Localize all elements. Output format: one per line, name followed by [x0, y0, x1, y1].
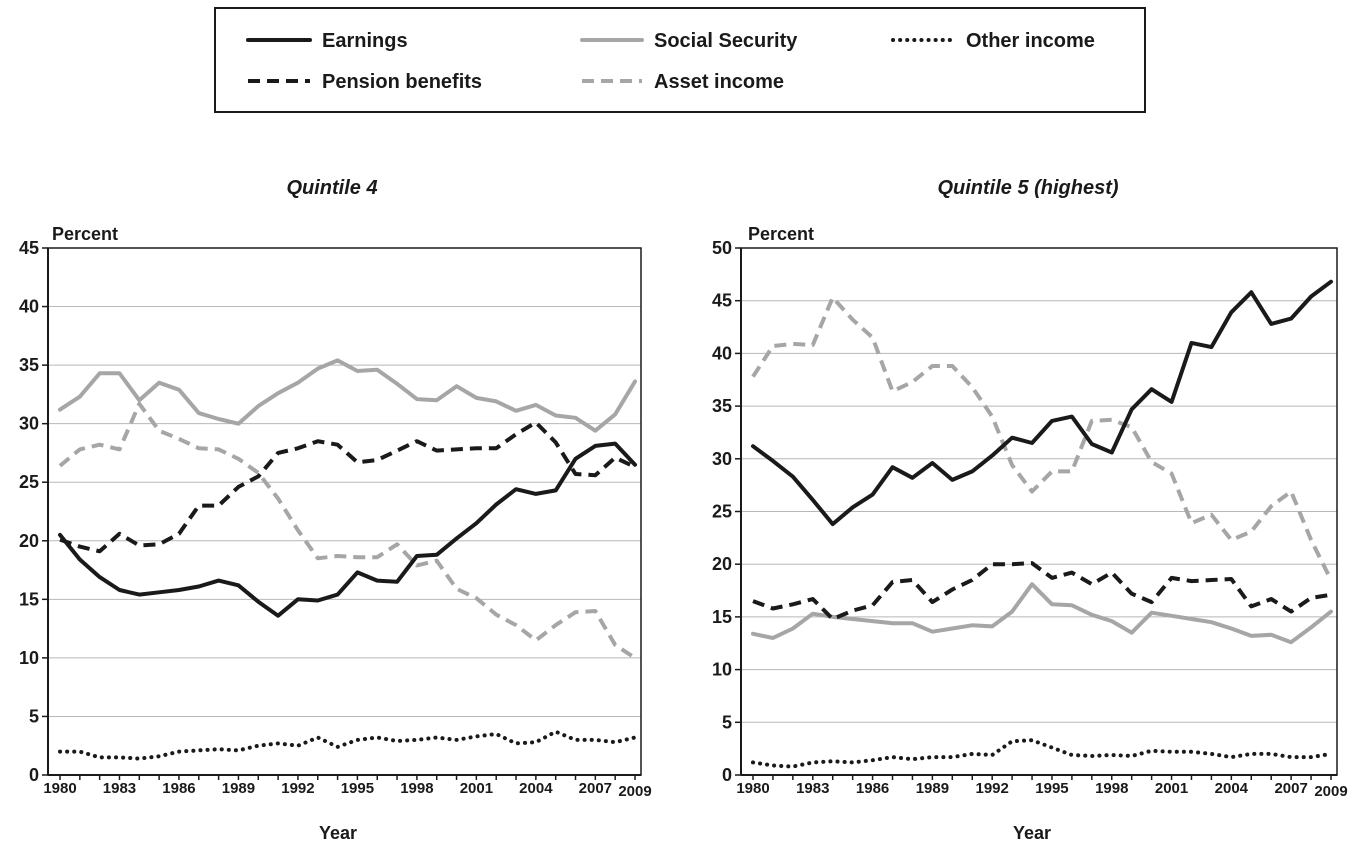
x-tick-label-1986: 1986 [856, 780, 889, 797]
legend: Earnings Social Security Other income Pensi… [214, 7, 1146, 113]
x-tick-label-2009: 2009 [1314, 783, 1347, 800]
y-tick-label-35: 35 [19, 355, 39, 375]
x-tick-label-1995: 1995 [1035, 780, 1068, 797]
y-tick-label-30: 30 [19, 414, 39, 434]
x-tick-label-2001: 2001 [1155, 780, 1188, 797]
y-axis-label: Percent [748, 224, 814, 244]
y-tick-label-40: 40 [19, 297, 39, 317]
legend-label-pension-benefits: Pension benefits [322, 71, 482, 93]
x-tick-label-2009: 2009 [618, 783, 651, 800]
y-tick-label-15: 15 [19, 589, 39, 609]
legend-box [214, 7, 1146, 113]
y-tick-label-25: 25 [712, 502, 732, 522]
legend-item-earnings: Earnings [246, 30, 408, 52]
y-tick-label-25: 25 [19, 472, 39, 492]
y-axis-label: Percent [52, 224, 118, 244]
legend-item-other-income: Other income [891, 30, 1095, 52]
x-tick-label-1998: 1998 [400, 780, 433, 797]
y-tick-label-10: 10 [19, 648, 39, 668]
legend-item-asset-income: Asset income [582, 71, 784, 93]
x-tick-label-1992: 1992 [281, 780, 314, 797]
x-tick-label-1980: 1980 [43, 780, 76, 797]
y-tick-label-30: 30 [712, 449, 732, 469]
y-tick-label-10: 10 [712, 660, 732, 680]
legend-label-social-security: Social Security [654, 30, 798, 52]
legend-label-earnings: Earnings [322, 30, 408, 52]
x-tick-label-2007: 2007 [1274, 780, 1307, 797]
x-tick-label-1986: 1986 [162, 780, 195, 797]
x-axis-label: Year [319, 823, 357, 843]
x-tick-label-2001: 2001 [460, 780, 493, 797]
x-tick-label-1980: 1980 [736, 780, 769, 797]
x-tick-label-1998: 1998 [1095, 780, 1128, 797]
panel-quintile-4: 0 5 10 15 20 25 30 35 40 45 1980 1983 1986 1989 1992 19… [19, 177, 652, 843]
plot-frame [47, 247, 642, 776]
y-tick-label-15: 15 [712, 607, 732, 627]
series-line-other-income [58, 729, 637, 761]
y-tick-label-35: 35 [712, 396, 732, 416]
chart-title: Quintile 5 (highest) [937, 177, 1118, 199]
y-tick-label-5: 5 [29, 706, 39, 726]
x-tick-label-2007: 2007 [579, 780, 612, 797]
panel-quintile-5: 0 5 10 15 20 25 30 35 40 45 50 1980 1983 1986 1989 1992… [712, 177, 1348, 843]
y-tick-label-45: 45 [712, 291, 732, 311]
chart-title: Quintile 4 [286, 177, 377, 199]
y-tick-label-20: 20 [712, 554, 732, 574]
y-tick-label-0: 0 [722, 765, 732, 785]
y-tick-label-40: 40 [712, 343, 732, 363]
y-tick-label-45: 45 [19, 238, 39, 258]
x-tick-label-1983: 1983 [796, 780, 829, 797]
series-line-earnings [751, 279, 1333, 527]
x-tick-label-1983: 1983 [103, 780, 136, 797]
series-line-asset-income [58, 401, 637, 660]
legend-item-pension-benefits: Pension benefits [248, 71, 482, 93]
x-tick-label-1992: 1992 [975, 780, 1008, 797]
x-tick-label-1995: 1995 [341, 780, 374, 797]
x-tick-label-1989: 1989 [222, 780, 255, 797]
series-line-earnings [58, 441, 637, 618]
series-line-other-income [751, 738, 1333, 769]
x-axis-label: Year [1013, 823, 1051, 843]
x-tick-label-2004: 2004 [1215, 780, 1249, 797]
series-line-social-security [751, 582, 1333, 645]
x-tick-label-2004: 2004 [519, 780, 553, 797]
y-tick-label-50: 50 [712, 238, 732, 258]
legend-item-social-security: Social Security [580, 30, 798, 52]
legend-label-asset-income: Asset income [654, 71, 784, 93]
series-line-social-security [58, 358, 637, 433]
y-tick-label-20: 20 [19, 531, 39, 551]
y-tick-label-5: 5 [722, 712, 732, 732]
legend-label-other-income: Other income [966, 30, 1095, 52]
series-line-pension-benefits [59, 420, 636, 554]
series-line-pension-benefits [752, 561, 1332, 621]
x-tick-label-1989: 1989 [916, 780, 949, 797]
series-line-asset-income [751, 295, 1333, 581]
y-tick-label-0: 0 [29, 765, 39, 785]
